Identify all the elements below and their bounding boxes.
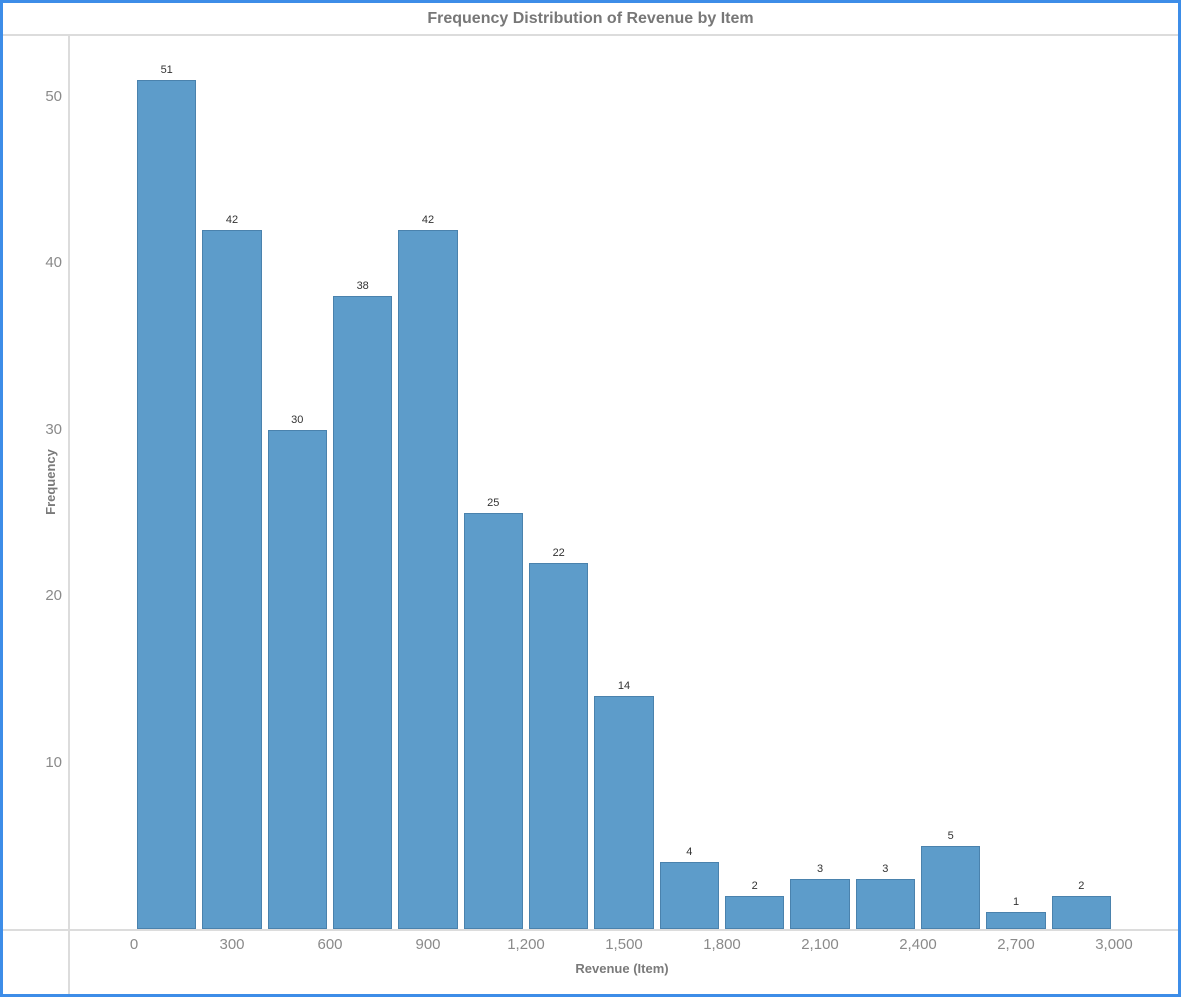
y-axis-title: Frequency: [43, 449, 58, 515]
x-axis-line: [3, 929, 1178, 931]
x-axis-tick-label: 2,700: [997, 936, 1035, 953]
y-axis-tick-label: 30: [45, 421, 62, 438]
x-axis-tick-label: 1,200: [507, 936, 545, 953]
histogram-bar[interactable]: [855, 879, 915, 929]
histogram-bar[interactable]: [986, 912, 1046, 929]
histogram-bar[interactable]: [1051, 896, 1111, 929]
histogram-bar[interactable]: [659, 862, 719, 929]
y-axis-tick-label: 40: [45, 254, 62, 271]
x-axis-tick-label: 3,000: [1095, 936, 1133, 953]
bar-value-label: 2: [1078, 880, 1085, 892]
bar-value-label: 30: [291, 414, 304, 426]
bar-value-label: 3: [882, 863, 889, 875]
histogram-bar[interactable]: [790, 879, 850, 929]
y-axis-tick-label: 10: [45, 754, 62, 771]
y-axis-line: [68, 36, 70, 994]
histogram-bar[interactable]: [333, 296, 393, 929]
title-divider: [3, 34, 1178, 36]
x-axis-tick-label: 2,100: [801, 936, 839, 953]
y-axis-tick-label: 50: [45, 88, 62, 105]
x-axis-tick-label: 0: [129, 936, 139, 953]
bar-value-label: 3: [816, 863, 824, 875]
bar-value-label: 51: [160, 64, 173, 76]
bar-value-label: 1: [1012, 896, 1020, 908]
x-axis-tick-label: 2,400: [899, 936, 937, 953]
bar-value-label: 5: [947, 830, 954, 842]
bar-value-label: 42: [225, 214, 239, 226]
histogram-bar[interactable]: [202, 230, 262, 929]
x-axis-title: Revenue (Item): [575, 961, 669, 976]
histogram-bar[interactable]: [137, 80, 197, 929]
x-axis-tick-label: 1,800: [703, 936, 741, 953]
x-axis-tick-label: 600: [317, 936, 343, 953]
bar-value-label: 4: [686, 846, 693, 858]
histogram-bar[interactable]: [463, 513, 523, 929]
histogram-bar[interactable]: [267, 430, 327, 929]
bar-value-label: 25: [487, 497, 500, 509]
histogram-bar[interactable]: [725, 896, 785, 929]
x-axis-tick-label: 900: [415, 936, 441, 953]
histogram-bar[interactable]: [594, 696, 654, 929]
bar-value-label: 2: [751, 880, 758, 892]
histogram-bar[interactable]: [398, 230, 458, 929]
bar-value-label: 14: [617, 680, 631, 692]
bar-value-label: 38: [356, 280, 369, 292]
x-axis-tick-label: 300: [219, 936, 245, 953]
bar-value-label: 22: [552, 547, 565, 559]
y-axis-tick-label: 20: [45, 587, 62, 604]
chart-title: Frequency Distribution of Revenue by Ite…: [3, 3, 1178, 34]
histogram-bar[interactable]: [921, 846, 981, 929]
histogram-bar[interactable]: [529, 563, 589, 929]
x-axis-tick-label: 1,500: [605, 936, 643, 953]
bar-value-label: 42: [421, 214, 435, 226]
